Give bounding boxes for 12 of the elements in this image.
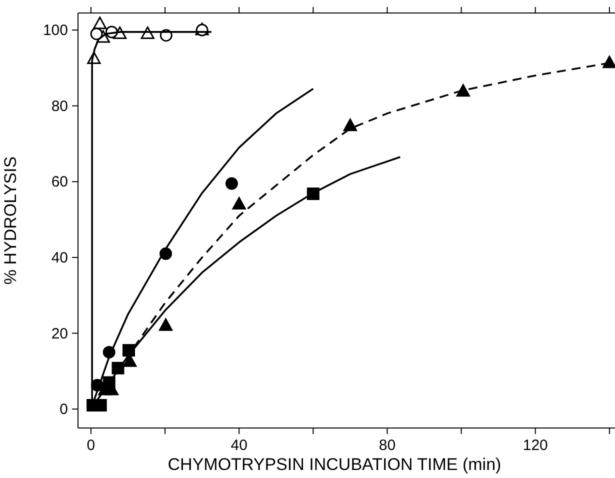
x-tick-label: 120 (522, 437, 548, 454)
x-axis-title: CHYMOTRYPSIN INCUBATION TIME (min) (168, 455, 502, 474)
y-axis-title: % HYDROLYSIS (1, 156, 20, 285)
y-tick-label: 20 (51, 325, 68, 342)
y-tick-label: 80 (51, 98, 68, 115)
y-tick-label: 40 (51, 249, 68, 266)
y-tick-label: 0 (60, 401, 68, 418)
x-tick-label: 40 (230, 437, 248, 454)
y-tick-label: 60 (51, 174, 68, 191)
x-tick-label: 80 (378, 437, 396, 454)
x-tick-label: 0 (86, 437, 96, 454)
y-tick-label: 100 (42, 22, 68, 40)
